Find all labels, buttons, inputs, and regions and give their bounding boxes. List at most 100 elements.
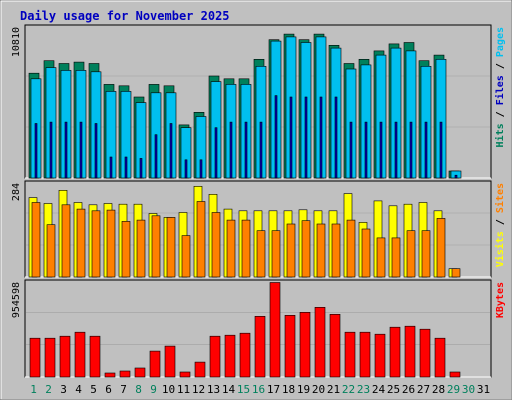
bar-kbytes-day-17: [269, 282, 281, 378]
bar-pages-day-16: [259, 121, 263, 179]
bar-kbytes-day-21: [329, 313, 341, 378]
x-tick-label-29: 29: [447, 383, 460, 396]
x-tick-label-5: 5: [90, 383, 97, 396]
x-tick-label-21: 21: [327, 383, 340, 396]
series-legend: Visits / Sites: [494, 183, 506, 267]
chart-panels: 10810 Hits / Files / Pages 284 Visits / Sit…: [11, 24, 506, 378]
bar-kbytes-day-29: [449, 371, 461, 378]
bar-pages-day-24: [379, 121, 383, 179]
bar-pages-day-9: [154, 134, 158, 179]
bar-sites-day-11: [181, 235, 191, 278]
x-tick-label-2: 2: [45, 383, 52, 396]
x-tick-label-13: 13: [207, 383, 220, 396]
bar-pages-day-23: [364, 121, 368, 179]
bar-sites-day-20: [316, 223, 326, 278]
bar-pages-day-19: [304, 96, 308, 179]
x-tick-label-16: 16: [252, 383, 265, 396]
chart-title: Daily usage for November 2025: [20, 9, 230, 23]
bar-kbytes-day-11: [179, 371, 191, 378]
bar-pages-day-17: [274, 95, 278, 179]
bar-sites-day-17: [271, 230, 281, 278]
bar-sites-day-27: [421, 230, 431, 278]
bar-kbytes-day-23: [359, 331, 371, 378]
bar-pages-day-3: [64, 121, 68, 179]
legend-pages: Pages: [495, 27, 506, 57]
bar-pages-day-7: [124, 156, 128, 179]
panel-hits-files-pages: 10810 Hits / Files / Pages: [11, 24, 506, 179]
bar-kbytes-day-27: [419, 328, 431, 378]
bar-sites-day-29: [451, 268, 461, 278]
bar-pages-day-27: [424, 121, 428, 179]
panel-kbytes: 954598 KBytes: [11, 279, 506, 378]
x-tick-label-17: 17: [267, 383, 280, 396]
legend-visits: Visits: [494, 231, 506, 267]
bar-sites-day-21: [331, 223, 341, 278]
bar-pages-day-10: [169, 123, 173, 179]
bar-kbytes-day-26: [404, 325, 416, 378]
x-tick-label-23: 23: [357, 383, 370, 396]
bar-kbytes-day-13: [209, 335, 221, 378]
bar-kbytes-day-15: [239, 332, 251, 378]
x-tick-label-3: 3: [60, 383, 67, 396]
bar-pages-day-8: [139, 158, 143, 179]
series-legend: KBytes: [495, 282, 506, 318]
x-tick-label-10: 10: [162, 383, 175, 396]
x-tick-label-4: 4: [75, 383, 82, 396]
x-tick-label-12: 12: [192, 383, 205, 396]
x-tick-label-20: 20: [312, 383, 325, 396]
x-tick-label-24: 24: [372, 383, 386, 396]
legend-kbytes: KBytes: [495, 282, 506, 318]
bar-sites-day-1: [31, 202, 41, 278]
bar-kbytes-day-9: [149, 350, 161, 378]
x-tick-label-19: 19: [297, 383, 310, 396]
bar-kbytes-day-1: [29, 337, 41, 378]
panel-visits-sites: 284 Visits / Sites: [11, 180, 506, 278]
x-tick-label-22: 22: [342, 383, 355, 396]
bar-kbytes-day-2: [44, 337, 56, 378]
bar-pages-day-1: [34, 123, 38, 179]
y-max-label: 954598: [11, 282, 22, 318]
bar-pages-day-29: [454, 174, 458, 179]
bar-pages-day-14: [229, 121, 233, 179]
x-tick-label-25: 25: [387, 383, 400, 396]
bar-pages-day-11: [184, 159, 188, 179]
y-max-label: 10810: [11, 27, 22, 57]
x-tick-label-28: 28: [432, 383, 445, 396]
x-tick-label-14: 14: [222, 383, 236, 396]
bar-sites-day-14: [226, 219, 236, 278]
bar-kbytes-day-7: [119, 370, 131, 378]
bar-kbytes-day-22: [344, 331, 356, 378]
series-legend: Hits / Files / Pages: [494, 27, 506, 147]
bar-kbytes-day-3: [59, 335, 71, 378]
bar-pages-day-12: [199, 159, 203, 179]
bar-sites-day-22: [346, 219, 356, 278]
bar-kbytes-day-24: [374, 333, 386, 378]
bar-kbytes-day-4: [74, 331, 86, 378]
x-tick-label-1: 1: [30, 383, 37, 396]
bar-sites-day-24: [376, 237, 386, 278]
bar-sites-day-16: [256, 230, 266, 278]
bar-pages-day-25: [394, 121, 398, 179]
bar-kbytes-day-6: [104, 372, 116, 378]
bar-sites-day-26: [406, 230, 416, 278]
x-tick-label-7: 7: [120, 383, 127, 396]
x-tick-label-18: 18: [282, 383, 295, 396]
x-tick-label-15: 15: [237, 383, 250, 396]
bar-sites-day-4: [76, 208, 86, 278]
bar-sites-day-19: [301, 220, 311, 278]
bar-kbytes-day-20: [314, 306, 326, 378]
bar-pages-day-22: [349, 121, 353, 179]
bar-pages-day-4: [79, 121, 83, 179]
legend-sites: Sites: [494, 183, 506, 213]
legend-separator: /: [495, 57, 506, 75]
bar-pages-day-21: [334, 96, 338, 179]
legend-separator: /: [495, 105, 506, 123]
bar-sites-day-5: [91, 210, 101, 278]
x-tick-label-27: 27: [417, 383, 430, 396]
bar-kbytes-day-16: [254, 315, 266, 378]
bar-pages-day-5: [94, 123, 98, 179]
bar-kbytes-day-10: [164, 345, 176, 378]
legend-hits: Hits: [494, 123, 506, 147]
